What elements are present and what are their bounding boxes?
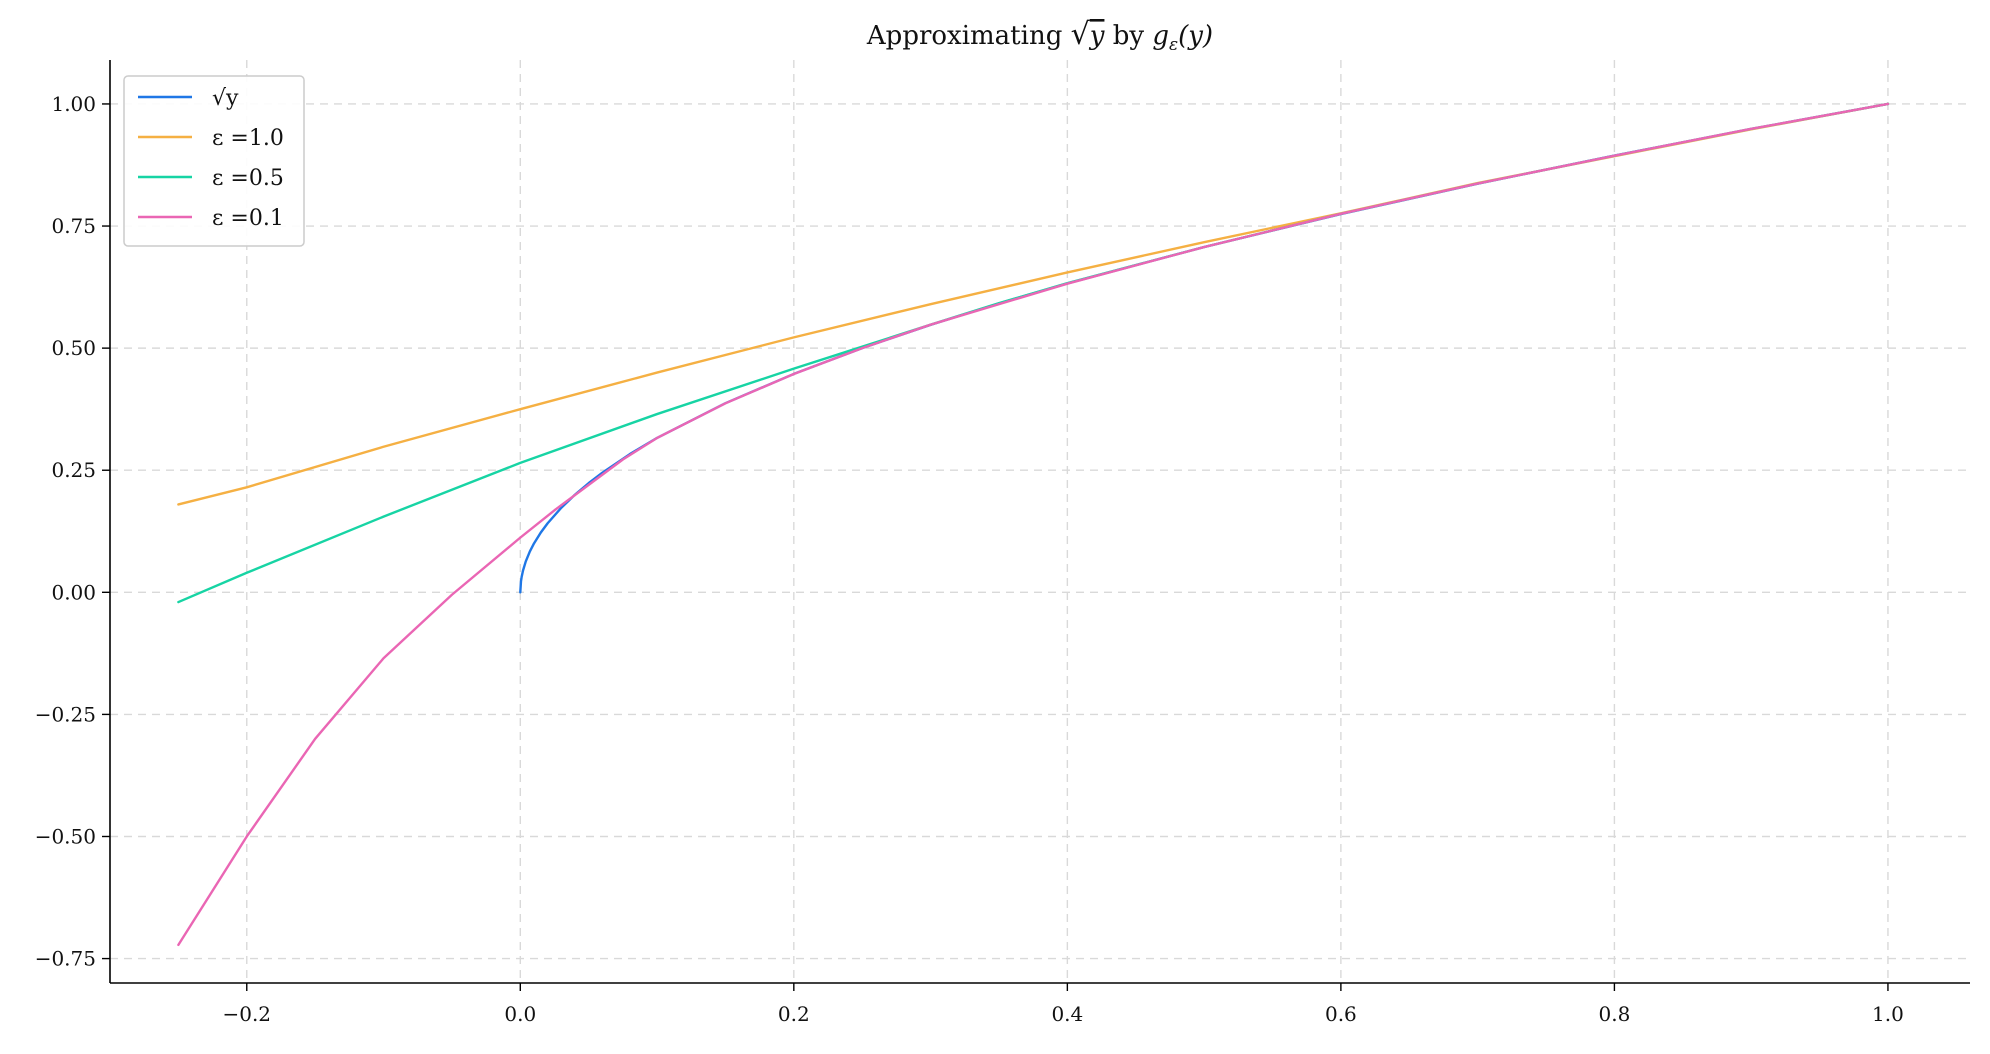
legend-items: √y ε =1.0 ε =0.5 ε =0.1 <box>138 86 284 231</box>
x-tick-label-6: 1.0 <box>1872 1002 1904 1026</box>
title-sqrt-var: y <box>1089 21 1105 51</box>
title-func: g <box>1152 21 1169 51</box>
axes-layer: −0.2 0.0 0.2 0.4 0.6 0.8 1.0 −0.75 −0.50 −0.25 0.0… <box>35 60 1970 1026</box>
x-tick-label-3: 0.4 <box>1051 1002 1083 1026</box>
legend-label-0: √y <box>212 86 239 111</box>
series-line-2 <box>177 102 1890 604</box>
y-tick-label-5: 0.50 <box>51 336 96 360</box>
title-middle: by <box>1104 21 1152 51</box>
title-func-sub: ε <box>1169 35 1178 55</box>
title-prefix: Approximating <box>866 21 1071 51</box>
series-line-3 <box>177 102 1890 947</box>
y-tick-label-3: 0.00 <box>51 580 96 604</box>
y-tick-label-7: 1.00 <box>51 92 96 116</box>
legend: √y ε =1.0 ε =0.5 ε =0.1 <box>123 75 305 247</box>
x-tick-label-2: 0.2 <box>778 1002 810 1026</box>
y-tick-label-0: −0.75 <box>35 947 96 971</box>
legend-label-2: ε =0.5 <box>212 166 284 191</box>
x-tick-label-0: −0.2 <box>222 1002 271 1026</box>
title-sqrt-symbol: √ <box>1071 17 1091 52</box>
y-tick-label-4: 0.25 <box>51 458 96 482</box>
x-tick-label-1: 0.0 <box>504 1002 536 1026</box>
x-tick-label-4: 0.6 <box>1325 1002 1357 1026</box>
chart-title: Approximating √y by gε(y) <box>866 17 1213 55</box>
legend-label-3: ε =0.1 <box>212 206 284 231</box>
y-tick-label-2: −0.25 <box>35 702 96 726</box>
x-tick-label-5: 0.8 <box>1599 1002 1631 1026</box>
grid-layer <box>110 60 1970 983</box>
y-tick-label-1: −0.50 <box>35 824 96 848</box>
legend-label-1: ε =1.0 <box>212 126 284 151</box>
legend-box <box>123 75 305 247</box>
series-layer <box>177 102 1890 947</box>
series-line-1 <box>177 102 1890 506</box>
title-func-arg: (y) <box>1178 21 1213 51</box>
y-tick-label-6: 0.75 <box>51 214 96 238</box>
